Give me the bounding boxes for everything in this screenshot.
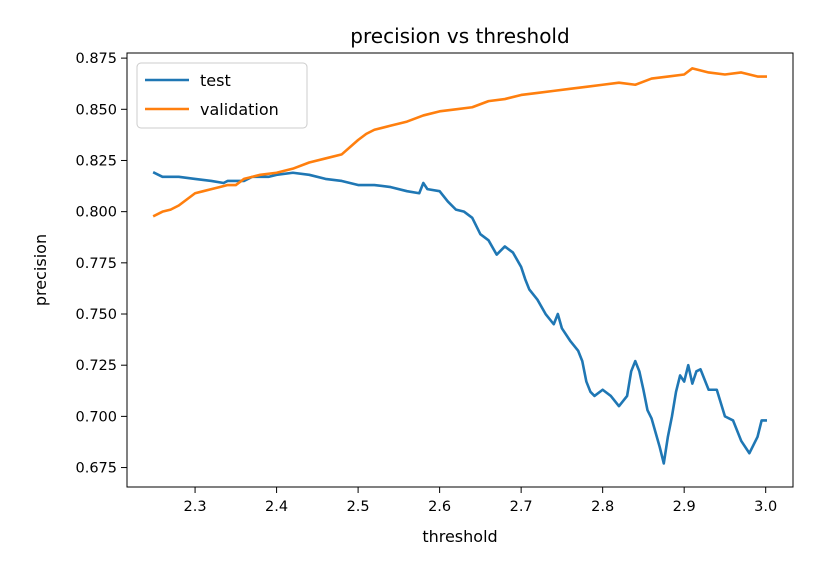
legend-label-validation: validation — [200, 100, 279, 119]
y-axis-label: precision — [31, 234, 50, 306]
x-tick-label: 2.5 — [347, 499, 370, 515]
y-axis-ticks: 0.675 0.700 0.725 0.750 0.775 0.800 0.825 0.850… — [75, 51, 127, 477]
x-tick-label: 2.8 — [591, 499, 614, 515]
y-tick-label: 0.750 — [75, 307, 117, 323]
y-tick-label: 0.800 — [75, 205, 117, 221]
y-tick-label: 0.725 — [75, 358, 117, 374]
x-tick-label: 2.3 — [184, 499, 207, 515]
x-tick-label: 2.4 — [265, 499, 288, 515]
legend-label-test: test — [200, 71, 231, 90]
y-tick-label: 0.850 — [75, 102, 117, 118]
x-axis-ticks: 2.3 2.4 2.5 2.6 2.7 2.8 2.9 3.0 — [184, 487, 777, 515]
series-line-test — [152, 171, 767, 465]
series-line-validation — [152, 67, 767, 218]
axes-frame — [126, 52, 794, 488]
y-tick-label: 0.700 — [75, 409, 117, 425]
y-tick-label: 0.675 — [75, 461, 117, 477]
chart-title: precision vs threshold — [350, 24, 569, 48]
x-tick-label: 2.7 — [510, 499, 533, 515]
x-axis-label: threshold — [422, 527, 497, 546]
y-tick-label: 0.875 — [75, 51, 117, 67]
y-tick-label: 0.775 — [75, 256, 117, 272]
y-tick-label: 0.825 — [75, 153, 117, 169]
legend: test validation — [136, 62, 308, 129]
series-layer — [152, 67, 767, 465]
x-tick-label: 3.0 — [754, 499, 777, 515]
x-tick-label: 2.6 — [428, 499, 451, 515]
x-tick-label: 2.9 — [673, 499, 696, 515]
